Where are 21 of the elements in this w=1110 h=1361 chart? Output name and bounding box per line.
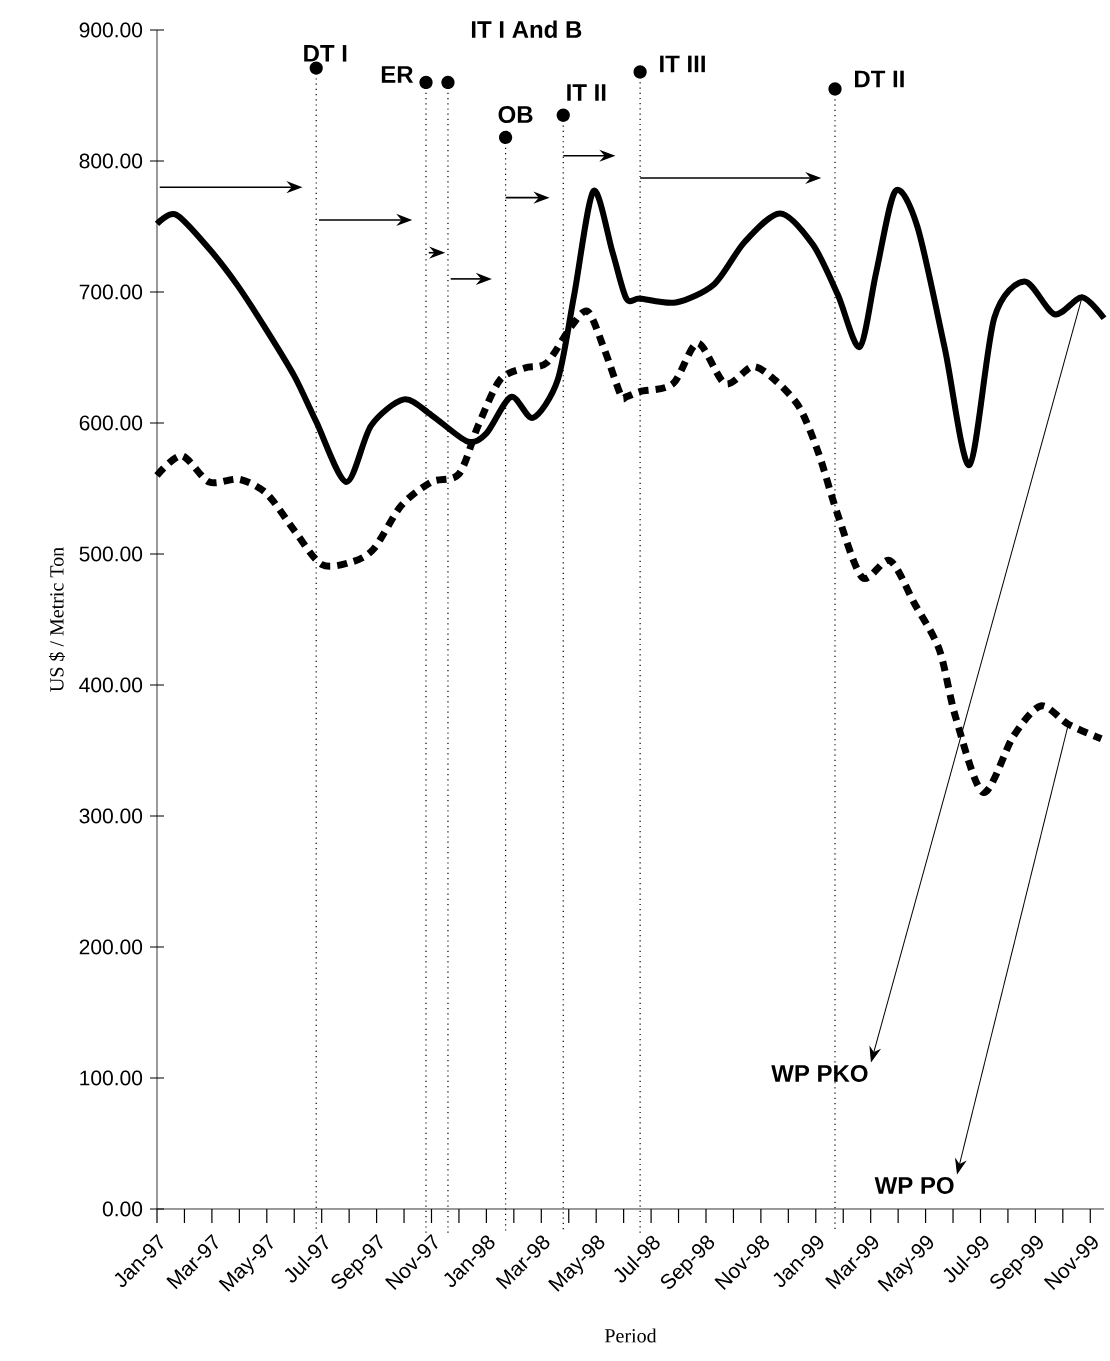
y-tick-label: 300.00 [79,808,142,824]
ref-line-label: OB [498,106,533,123]
ref-line-label: ER [381,66,414,83]
text: WP PKO [771,1064,868,1082]
y-tick-label: 500.00 [79,546,142,562]
y-tick-label: 200.00 [79,939,142,955]
y-tick-label: 900.00 [79,22,142,38]
text: WP PO [874,1176,954,1194]
ref-line-label: IT I And B [471,20,582,38]
y-tick-label: 600.00 [79,415,142,431]
y-tick-label: 100.00 [80,1070,142,1086]
ref-line-label: DT II [854,70,904,88]
y-tick-label: 400.00 [79,677,142,693]
y-tick-label: 800.00 [79,153,142,169]
y-axis-title: US $ / Metric Ton [48,547,65,692]
ref-line-label: IT II [567,84,606,101]
x-axis-title: Period [604,1328,657,1343]
ref-line-label: IT III [660,55,705,73]
y-tick-label: 0.00 [102,1201,142,1217]
y-tick-label: 700.00 [79,284,142,300]
ref-line-label: DT I [304,45,347,62]
